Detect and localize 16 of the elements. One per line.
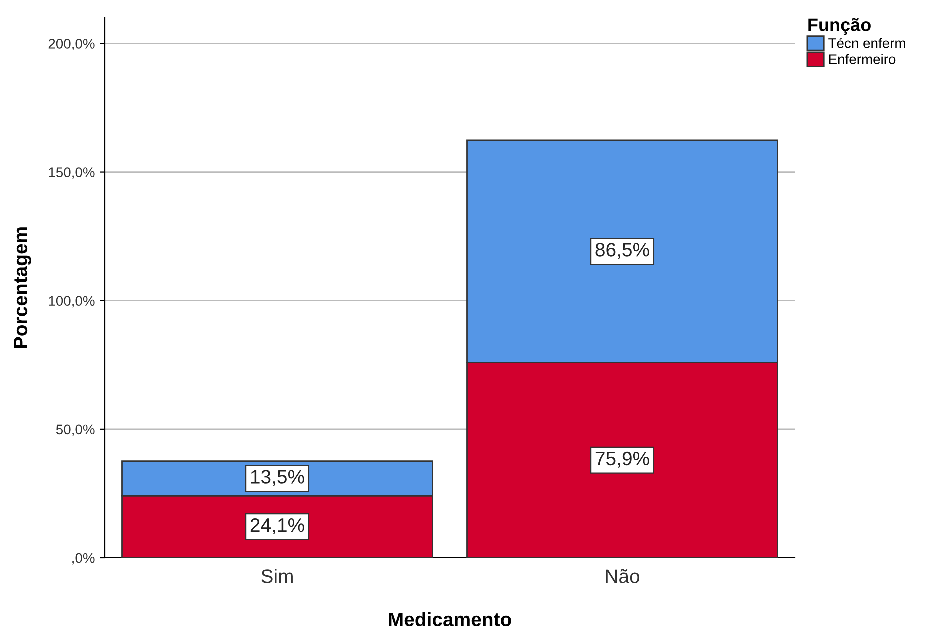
legend-label: Técn enferm [828,38,906,48]
y-tick-label: 150,0% [49,168,95,180]
data-label: 86,5% [596,243,650,260]
data-label: 13,5% [251,470,304,486]
data-label: 24,1% [250,518,304,535]
y-tick-label: 100,0% [49,296,95,308]
legend-label: Enfermeiro [829,54,896,64]
y-tick-label: ,0% [72,553,95,565]
x-axis-title: Medicamento [389,612,512,627]
x-tick-label: Sim [262,569,293,584]
y-axis-title: Porcentagem [14,228,32,348]
y-tick-label: 200,0% [48,39,95,51]
legend-title: Função [808,18,871,35]
y-tick-label: 50,0% [56,424,95,436]
x-tick-label: Não [606,569,640,584]
data-label: 75,9% [596,452,650,468]
